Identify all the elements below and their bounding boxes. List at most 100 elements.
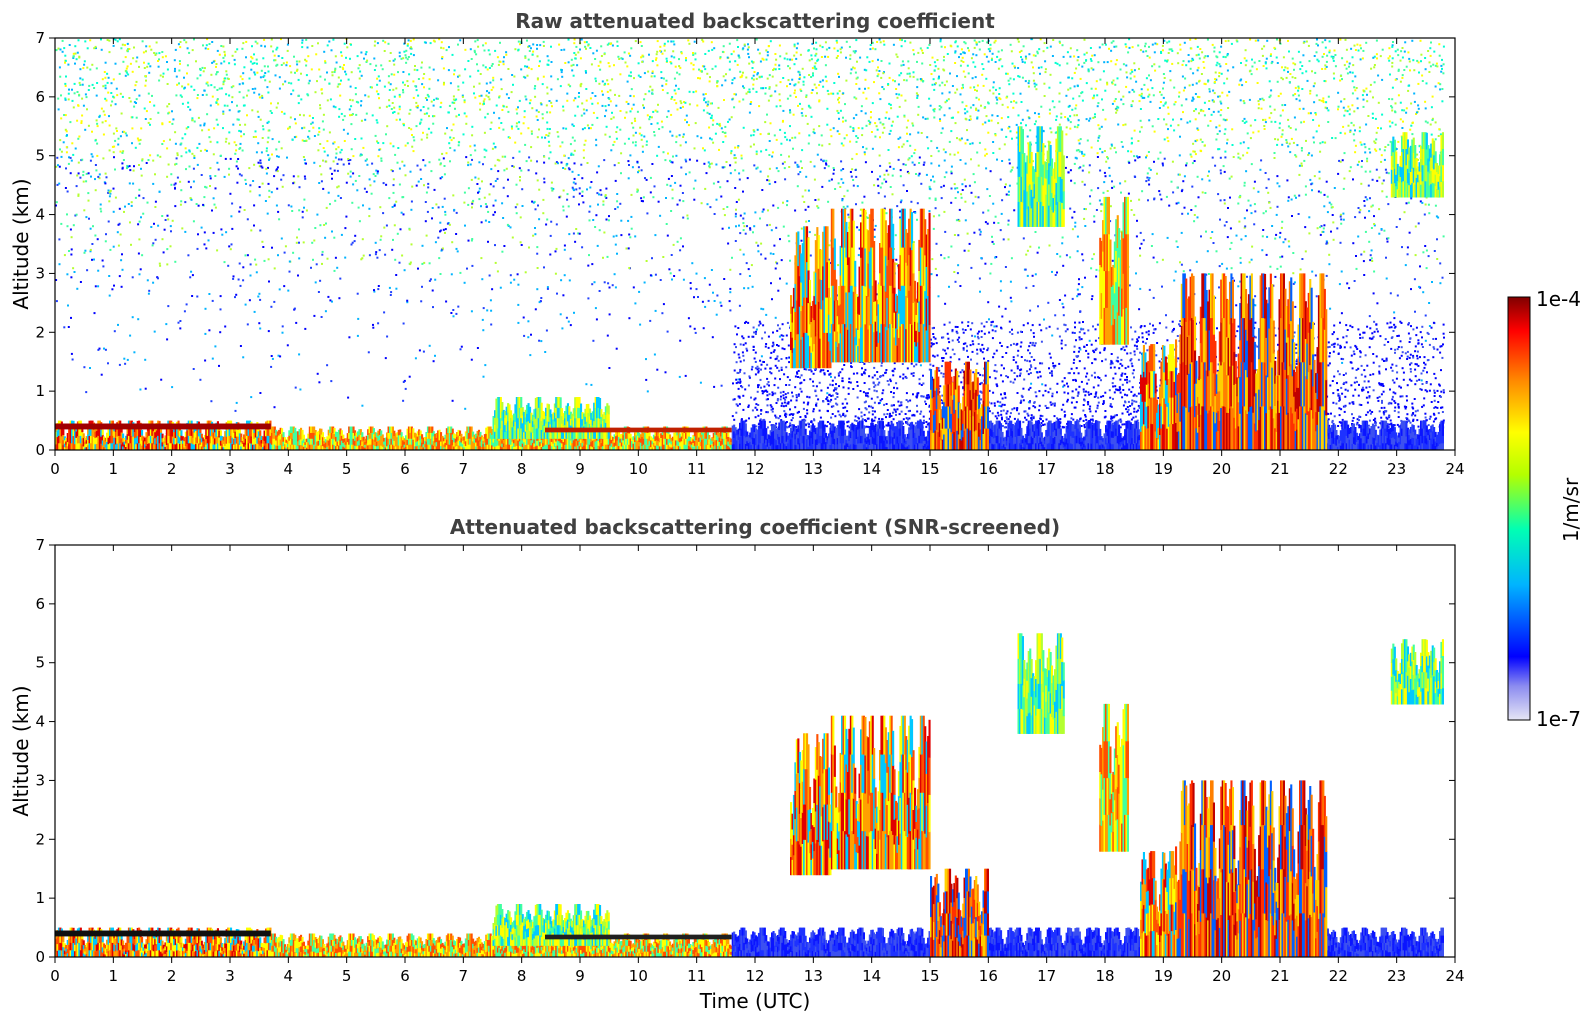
panel-raw-noise-pixel <box>827 200 830 203</box>
panel-raw-noise-pixel <box>1270 89 1273 92</box>
panel-raw-noise-pixel <box>1354 129 1356 132</box>
panel-raw-noise-pixel <box>1191 83 1194 86</box>
panel-raw-noise-pixel <box>1131 46 1134 49</box>
panel-raw-noise-pixel <box>1349 166 1352 169</box>
panel-raw-noise-pixel <box>548 132 551 135</box>
panel-raw-noise-pixel <box>132 57 135 60</box>
panel-raw-noise-pixel <box>867 119 870 122</box>
panel-raw-noise-pixel <box>1271 60 1274 63</box>
panel-raw-noise-pixel <box>641 145 644 148</box>
panel-raw-noise-pixel <box>1368 240 1371 243</box>
panel-raw-noise-pixel <box>888 62 891 65</box>
panel-raw-noise-pixel <box>1391 121 1394 124</box>
panel-raw-noise-pixel <box>1264 121 1267 124</box>
panel-raw-noise-pixel <box>1349 71 1352 74</box>
panel-raw-noise-pixel <box>469 48 472 51</box>
panel-raw-noise-pixel <box>674 181 677 184</box>
panel-raw-noise-pixel <box>442 67 445 70</box>
panel-raw-noise-pixel <box>1246 275 1248 278</box>
panel-raw-noise-pixel <box>534 95 537 98</box>
panel-raw-noise-pixel <box>1217 110 1220 113</box>
panel-raw-noise-pixel <box>728 68 731 71</box>
panel-raw-noise-pixel <box>537 204 539 207</box>
panel-raw-noise-pixel <box>486 112 489 115</box>
panel-raw-noise-pixel <box>369 63 372 66</box>
panel-raw-noise-pixel <box>1209 237 1212 239</box>
panel-raw-noise-pixel <box>760 307 763 310</box>
panel-raw-noise-pixel <box>455 211 458 214</box>
panel-raw-noise-pixel <box>240 130 242 133</box>
panel-raw-noise-pixel <box>308 130 311 133</box>
panel-raw-noise-pixel <box>970 191 973 194</box>
panel-raw-noise-pixel <box>1285 141 1288 144</box>
panel-raw-noise-pixel <box>387 81 390 84</box>
panel-raw-noise-pixel <box>669 272 672 275</box>
panel-raw-noise-pixel <box>948 285 950 288</box>
panel-raw-noise-pixel <box>534 308 537 311</box>
panel-raw-noise-pixel <box>737 378 740 381</box>
panel-raw-noise-pixel <box>532 43 535 46</box>
panel-raw-noise-pixel <box>627 102 630 105</box>
panel-raw-noise-pixel <box>1115 107 1118 110</box>
panel-raw-noise-pixel <box>1111 259 1114 262</box>
panel-raw-noise-pixel <box>973 181 976 184</box>
panel-raw-noise-pixel <box>1388 120 1391 123</box>
panel-raw-noise-pixel <box>185 127 188 130</box>
panel-raw-noise-pixel <box>57 108 60 111</box>
panel-raw-noise-pixel <box>1403 69 1406 71</box>
panel-raw-noise-pixel <box>605 196 608 199</box>
panel-raw-noise-pixel <box>158 262 161 265</box>
panel-raw-noise-pixel <box>620 234 623 237</box>
panel-raw-noise-pixel <box>1262 99 1265 102</box>
panel-raw-noise-pixel <box>1428 71 1431 73</box>
panel-raw-noise-pixel <box>912 49 915 52</box>
panel-raw-noise-pixel <box>152 182 155 185</box>
panel-raw-noise-pixel <box>261 240 264 243</box>
panel-raw-noise-pixel <box>82 67 85 70</box>
panel-raw-noise-pixel <box>1017 67 1020 69</box>
panel-raw-noise-pixel <box>1279 256 1282 259</box>
panel-raw-noise-pixel <box>682 105 684 108</box>
panel-raw-noise-pixel <box>856 76 859 79</box>
panel-raw-noise-pixel <box>693 198 696 201</box>
panel-raw-noise-pixel <box>98 114 101 117</box>
panel-raw-noise-pixel <box>93 47 96 50</box>
panel-raw-noise-pixel <box>889 186 892 188</box>
panel-raw-noise-pixel <box>144 84 147 87</box>
panel-raw-noise-pixel <box>959 93 962 96</box>
panel-raw-noise-pixel <box>138 164 140 166</box>
panel-raw-noise-pixel <box>1005 72 1008 75</box>
panel-raw-noise-pixel <box>557 162 559 165</box>
panel-raw-noise-pixel <box>562 105 565 108</box>
panel-raw-noise-pixel <box>974 65 977 68</box>
panel-raw-noise-pixel <box>1344 132 1347 135</box>
panel-raw-noise-pixel <box>398 51 401 54</box>
panel-raw-noise-pixel <box>376 172 379 175</box>
panel-raw-noise-pixel <box>1038 246 1040 249</box>
panel-raw-noise-pixel <box>1390 105 1393 108</box>
panel-raw-noise-pixel <box>1067 88 1070 91</box>
panel-raw-noise-pixel <box>236 48 239 51</box>
panel-raw-noise-pixel <box>1089 58 1092 61</box>
panel-raw-noise-pixel <box>199 378 202 381</box>
panel-raw-noise-pixel <box>1293 116 1296 119</box>
panel-raw-noise-pixel <box>710 114 713 117</box>
panel-raw-noise-pixel <box>56 156 59 159</box>
panel-raw-noise-pixel <box>587 297 590 300</box>
panel-raw-noise-pixel <box>1194 140 1197 143</box>
panel-raw-noise-pixel <box>337 158 340 161</box>
panel-raw-noise-pixel <box>752 83 755 86</box>
panel-raw-noise-pixel <box>213 203 216 206</box>
panel-raw-noise-pixel <box>689 287 692 290</box>
panel-raw-noise-pixel <box>415 101 418 104</box>
panel-raw-noise-pixel <box>878 38 881 41</box>
panel-raw-noise-pixel <box>1181 188 1184 191</box>
panel-raw-noise-pixel <box>665 223 668 225</box>
panel-raw-noise-pixel <box>525 98 528 101</box>
panel-raw-noise-pixel <box>1288 50 1290 53</box>
panel-raw-noise-pixel <box>311 121 314 124</box>
panel-raw-noise-pixel <box>954 187 957 190</box>
panel-raw-noise-pixel <box>760 75 763 78</box>
panel-raw-noise-pixel <box>245 40 248 43</box>
panel-raw-noise-pixel <box>399 228 402 231</box>
